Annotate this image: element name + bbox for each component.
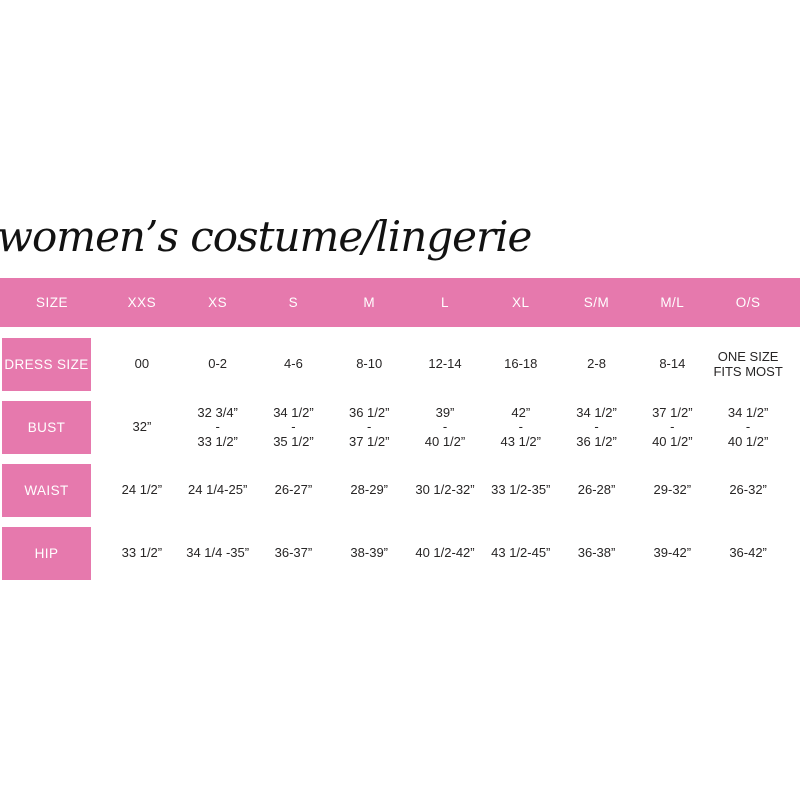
table-cell: 32 3/4” - 33 1/2” — [197, 405, 238, 449]
header-cell-xl: XL — [512, 295, 530, 310]
table-cell: 34 1/2” - 35 1/2” — [273, 405, 314, 449]
table-cell: 29-32” — [653, 482, 692, 498]
table-cell: 40 1/2-42” — [415, 545, 475, 561]
table-cell: 12-14 — [428, 356, 462, 372]
table-cell: 37 1/2” - 40 1/2” — [652, 405, 693, 449]
table-cell: 32” — [132, 419, 152, 435]
header-cell-s: S — [288, 295, 299, 310]
table-header-row: SIZE XXS XS S M L XL S/M M/L O/S — [0, 278, 800, 327]
header-cell-ml: M/L — [660, 295, 685, 310]
table-cell: 43 1/2-45” — [491, 545, 551, 561]
table-cell: 26-27” — [274, 482, 313, 498]
header-cell-os: O/S — [735, 295, 761, 310]
page-title: women’s costume/lingerie — [0, 212, 532, 261]
table-cell: 36-38” — [577, 545, 616, 561]
row-label-bust: BUST — [2, 401, 91, 454]
table-cell: 24 1/2” — [121, 482, 163, 498]
table-cell: 39-42” — [653, 545, 692, 561]
table-cell: 34 1/4 -35” — [186, 545, 250, 561]
header-cell-xs: XS — [208, 295, 228, 310]
table-cell: 34 1/2” - 36 1/2” — [576, 405, 617, 449]
table-cell: 30 1/2-32” — [415, 482, 475, 498]
table-row-waist: WAIST 24 1/2” 24 1/4-25” 26-27” 28-29” 3… — [0, 464, 800, 517]
table-cell: 33 1/2” — [121, 545, 163, 561]
row-label-waist: WAIST — [2, 464, 91, 517]
table-cell: 4-6 — [284, 356, 303, 372]
table-cell: 39” - 40 1/2” — [424, 405, 466, 449]
table-row-dress-size: DRESS SIZE 00 0-2 4-6 8-10 12-14 16-18 2… — [0, 338, 800, 391]
header-cell-size: SIZE — [35, 295, 68, 310]
table-cell: 34 1/2” - 40 1/2” — [727, 405, 769, 449]
table-cell: 24 1/4-25” — [188, 482, 248, 498]
table-cell: 16-18 — [504, 356, 538, 372]
header-cell-l: L — [440, 295, 449, 310]
table-cell: 33 1/2-35” — [491, 482, 551, 498]
table-cell: 2-8 — [587, 356, 606, 372]
table-cell: 36 1/2” - 37 1/2” — [348, 405, 390, 449]
table-cell: 00 — [134, 356, 150, 372]
table-cell: ONE SIZE FITS MOST — [713, 349, 783, 379]
table-cell: 28-29” — [350, 482, 388, 498]
table-cell: 8-14 — [659, 356, 686, 372]
row-label-hip: HIP — [2, 527, 91, 580]
header-cell-m: M — [363, 295, 376, 310]
table-cell: 38-39” — [350, 545, 388, 561]
table-cell: 8-10 — [356, 356, 383, 372]
table-cell: 26-28” — [577, 482, 616, 498]
row-label-dress-size: DRESS SIZE — [2, 338, 91, 391]
table-cell: 42” - 43 1/2” — [500, 405, 541, 449]
table-cell: 0-2 — [208, 356, 228, 372]
table-row-bust: BUST 32” 32 3/4” - 33 1/2” 34 1/2” - 35 … — [0, 401, 800, 454]
table-cell: 36-37” — [274, 545, 313, 561]
header-cell-xxs: XXS — [127, 295, 157, 310]
header-cell-sm: S/M — [583, 295, 610, 310]
size-table: SIZE XXS XS S M L XL S/M M/L O/S DRESS S… — [0, 278, 800, 580]
table-cell: 26-32” — [729, 482, 767, 498]
table-row-hip: HIP 33 1/2” 34 1/4 -35” 36-37” 38-39” 40… — [0, 527, 800, 580]
table-cell: 36-42” — [729, 545, 767, 561]
